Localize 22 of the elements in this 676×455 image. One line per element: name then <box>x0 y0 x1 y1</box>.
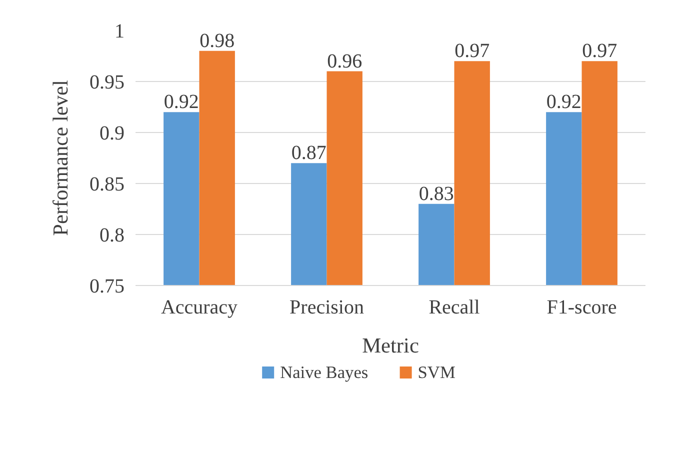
data-label: 0.97 <box>454 40 490 62</box>
data-label: 0.87 <box>291 142 326 164</box>
data-label: 0.98 <box>200 30 235 52</box>
legend-label: SVM <box>418 363 456 382</box>
y-tick-label: 0.95 <box>90 72 124 94</box>
data-label: 0.92 <box>546 91 582 114</box>
x-axis-title: Metric <box>362 334 419 358</box>
y-tick-label: 1 <box>114 20 124 42</box>
data-label: 0.96 <box>327 50 362 72</box>
data-label: 0.83 <box>418 182 454 205</box>
data-label: 0.97 <box>582 40 618 62</box>
y-tick-label: 0.8 <box>100 224 124 246</box>
data-label: 0.92 <box>164 91 199 114</box>
y-axis-title: Performance level <box>48 80 72 236</box>
x-tick-label: F1-score <box>546 296 617 318</box>
x-tick-label: Accuracy <box>160 296 238 318</box>
y-tick-label: 0.85 <box>90 174 124 196</box>
x-tick-label: Recall <box>428 296 480 318</box>
y-tick-label: 0.75 <box>90 276 124 298</box>
y-tick-label: 0.9 <box>100 122 124 144</box>
legend-label: Naive Bayes <box>280 363 368 382</box>
x-tick-label: Precision <box>290 296 364 318</box>
